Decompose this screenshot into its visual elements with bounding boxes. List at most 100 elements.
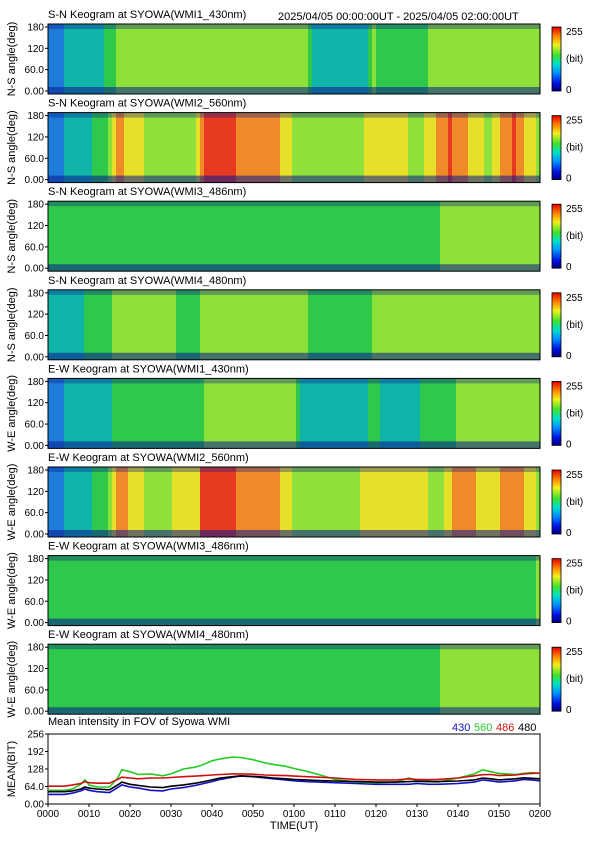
keogram-column xyxy=(484,644,489,715)
keogram-column xyxy=(256,24,261,94)
keogram-column xyxy=(96,112,101,183)
keogram-column xyxy=(536,555,541,626)
keogram-column xyxy=(156,289,161,360)
keogram-column xyxy=(80,467,85,537)
keogram-column xyxy=(332,467,337,537)
keogram-column xyxy=(340,644,345,715)
keogram-column xyxy=(392,555,397,626)
keogram-column xyxy=(68,112,73,183)
keogram-column xyxy=(416,289,421,360)
keogram-column xyxy=(76,201,81,272)
keogram-column xyxy=(140,467,145,537)
keogram-column xyxy=(296,467,301,537)
keogram-column xyxy=(156,644,161,715)
keogram-column xyxy=(272,644,277,715)
keogram-column xyxy=(100,555,105,626)
keogram-column xyxy=(196,24,201,94)
keogram-column xyxy=(440,289,445,360)
keogram-column xyxy=(272,467,277,537)
keogram-column xyxy=(244,644,249,715)
keogram-column xyxy=(440,24,445,94)
keogram-column xyxy=(64,644,69,715)
keogram-column xyxy=(144,644,149,715)
keogram-column xyxy=(164,24,169,94)
keogram-column xyxy=(440,467,445,537)
keogram-column xyxy=(188,644,193,715)
keogram-column xyxy=(136,112,141,183)
colorbar-unit-label: (bit) xyxy=(566,586,583,597)
x-tick-label: 0120 xyxy=(365,809,388,820)
keogram-column xyxy=(96,201,101,272)
keogram-column xyxy=(116,555,121,626)
keogram-column xyxy=(460,467,465,537)
keogram-column xyxy=(300,555,305,626)
keogram-column xyxy=(532,24,537,94)
keogram-column xyxy=(432,201,437,272)
keogram-column xyxy=(524,289,529,360)
keogram-column xyxy=(352,289,357,360)
keogram-column xyxy=(116,467,121,537)
keogram-column xyxy=(48,289,53,360)
keogram-column xyxy=(132,201,137,272)
keogram-column xyxy=(196,467,201,537)
keogram-column xyxy=(252,289,257,360)
keogram-column xyxy=(384,112,389,183)
keogram-column xyxy=(356,112,361,183)
keogram-column xyxy=(56,112,61,183)
keogram-title: S-N Keogram at SYOWA(WMI4_480nm) xyxy=(48,275,246,287)
keogram-column xyxy=(320,378,325,449)
keogram-column xyxy=(52,555,57,626)
keogram-column xyxy=(264,555,269,626)
keogram-column xyxy=(392,289,397,360)
keogram-column xyxy=(196,289,201,360)
keogram-column xyxy=(284,289,289,360)
y-tick-label: 256 xyxy=(27,730,44,741)
keogram-column xyxy=(520,24,525,94)
keogram-column xyxy=(120,24,125,94)
keogram-column xyxy=(472,644,477,715)
keogram-column xyxy=(204,24,209,94)
keogram-column xyxy=(512,24,517,94)
keogram-column xyxy=(380,467,385,537)
keogram-column xyxy=(504,201,509,272)
keogram-column xyxy=(520,378,525,449)
keogram-column xyxy=(332,24,337,94)
keogram-column xyxy=(236,201,241,272)
keogram-column xyxy=(184,467,189,537)
keogram-column xyxy=(440,644,445,715)
keogram-column xyxy=(456,555,461,626)
keogram-column xyxy=(264,378,269,449)
keogram-column xyxy=(380,24,385,94)
keogram-column xyxy=(308,555,313,626)
keogram-column xyxy=(288,644,293,715)
keogram-column xyxy=(208,644,213,715)
x-tick-label: 0100 xyxy=(283,809,306,820)
keogram-column xyxy=(264,24,269,94)
keogram-column xyxy=(384,289,389,360)
keogram-column xyxy=(136,24,141,94)
keogram-column xyxy=(192,24,197,94)
keogram-column xyxy=(316,644,321,715)
keogram-column xyxy=(424,201,429,272)
keogram-column xyxy=(532,201,537,272)
keogram-column xyxy=(484,24,489,94)
keogram-column xyxy=(172,467,177,537)
keogram-column xyxy=(208,201,213,272)
keogram-column xyxy=(88,289,93,360)
keogram-column xyxy=(76,467,81,537)
keogram-column xyxy=(412,644,417,715)
keogram-column xyxy=(396,24,401,94)
keogram-column xyxy=(528,24,533,94)
keogram-column xyxy=(400,378,405,449)
keogram-column xyxy=(128,24,133,94)
keogram-column xyxy=(496,378,501,449)
keogram-column xyxy=(60,644,65,715)
keogram-column xyxy=(304,555,309,626)
keogram-column xyxy=(84,467,89,537)
keogram-column xyxy=(260,467,265,537)
keogram-column xyxy=(64,24,69,94)
keogram-column xyxy=(512,644,517,715)
keogram-column xyxy=(172,289,177,360)
keogram-column xyxy=(184,555,189,626)
keogram-column xyxy=(504,555,509,626)
